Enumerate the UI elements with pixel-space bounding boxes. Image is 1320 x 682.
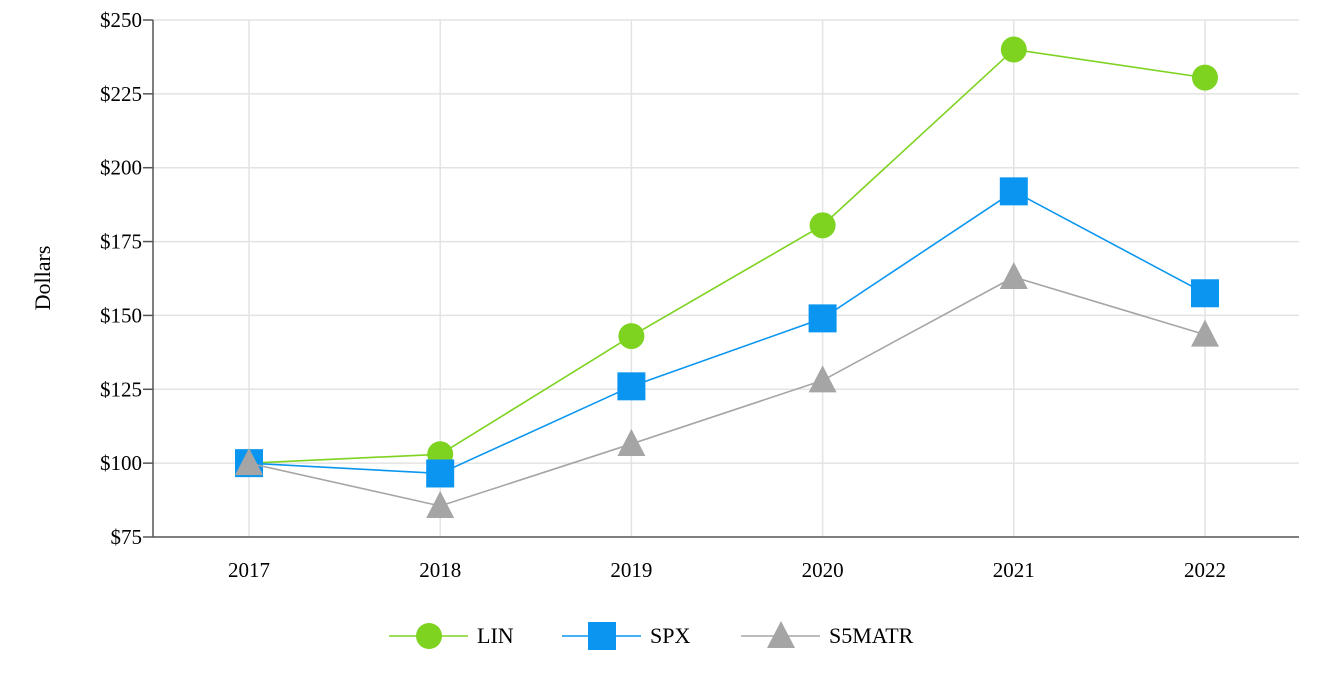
data-point-lin xyxy=(1192,64,1218,91)
data-point-spx xyxy=(426,459,455,488)
x-tick-label: 2017 xyxy=(228,558,270,582)
series-lin xyxy=(236,36,1218,477)
legend-marker xyxy=(416,623,442,649)
data-point-s5matr xyxy=(808,365,837,393)
series xyxy=(235,36,1219,518)
legend-label: LIN xyxy=(477,623,514,648)
x-tick-label: 2021 xyxy=(993,558,1035,582)
x-tick-labels: 2017 2018 2019 2020 2021 2022 xyxy=(228,558,1226,582)
gridlines xyxy=(153,19,1299,537)
legend-item-s5matr: S5MATR xyxy=(741,621,914,648)
x-tick-label: 2019 xyxy=(610,558,652,582)
data-point-lin xyxy=(618,323,645,350)
series-line-s5matr xyxy=(248,276,1206,507)
y-tick-label: $100 xyxy=(100,451,142,475)
x-tick-label: 2018 xyxy=(419,558,461,582)
y-tick-label: $75 xyxy=(111,525,143,549)
y-tick-label: $150 xyxy=(100,303,142,327)
data-point-s5matr xyxy=(617,428,646,456)
legend: LIN SPX S5MATR xyxy=(389,621,914,650)
data-point-spx xyxy=(808,304,837,333)
series-line-lin xyxy=(248,48,1206,464)
data-point-lin xyxy=(809,212,836,239)
data-point-spx xyxy=(1191,279,1219,308)
y-axis-title: Dollars xyxy=(30,246,55,311)
data-point-s5matr xyxy=(1191,319,1219,347)
series-line-spx xyxy=(248,190,1206,475)
legend-item-spx: SPX xyxy=(562,622,690,650)
legend-marker xyxy=(767,621,795,648)
axes xyxy=(143,19,1299,538)
data-point-s5matr xyxy=(426,490,455,518)
y-tick-label: $200 xyxy=(100,156,142,180)
legend-item-lin: LIN xyxy=(389,623,514,649)
data-point-s5matr xyxy=(235,448,263,476)
series-spx xyxy=(235,177,1219,488)
y-tick-labels: $75 $100 $125 $150 $175 $200 $225 $250 xyxy=(100,8,142,549)
data-point-lin xyxy=(1000,36,1027,63)
y-tick-label: $225 xyxy=(100,82,142,106)
y-tick-label: $250 xyxy=(100,8,142,32)
y-tick-label: $125 xyxy=(100,377,142,401)
legend-label: SPX xyxy=(650,623,690,648)
x-tick-label: 2020 xyxy=(802,558,844,582)
legend-marker xyxy=(588,622,616,650)
data-point-spx xyxy=(617,372,646,401)
data-point-s5matr xyxy=(999,262,1028,290)
y-tick-label: $175 xyxy=(100,230,142,254)
x-tick-label: 2022 xyxy=(1184,558,1226,582)
series-s5matr xyxy=(235,262,1219,518)
legend-label: S5MATR xyxy=(829,623,914,648)
data-point-spx xyxy=(999,177,1028,206)
